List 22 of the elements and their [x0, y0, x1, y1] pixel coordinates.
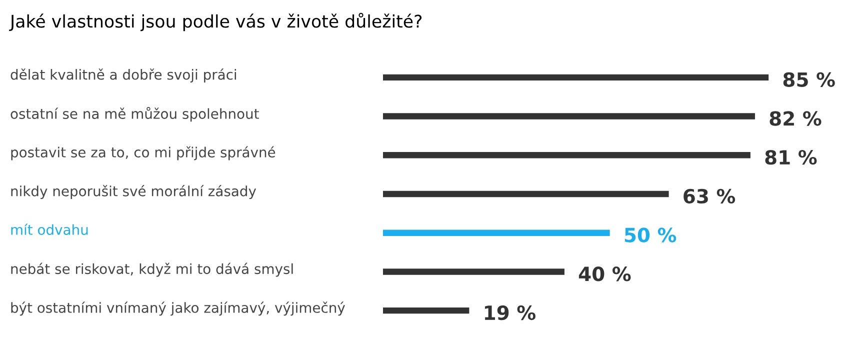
data-label: 81 %: [765, 150, 817, 165]
y-tick-label: nikdy neporušit své morální zásady: [11, 185, 256, 200]
data-label: 50 %: [624, 228, 676, 242]
y-tick-label: mít odvahu: [11, 224, 88, 235]
data-label: 82 %: [770, 111, 822, 126]
data-label: 19 %: [484, 305, 536, 320]
y-tick-label: nebát se riskovat, když mi to dává smysl: [11, 262, 293, 277]
bar: [383, 113, 755, 120]
text: Jaké vlastnosti jsou podle vás v životě důležité?: [9, 12, 422, 32]
data-label: 40 %: [578, 266, 631, 282]
bar: [383, 307, 470, 314]
y-tick-label: dělat kvalitně a dobře svoji práci: [10, 68, 236, 82]
bar: [383, 190, 669, 198]
data-label: 63 %: [684, 188, 736, 204]
y-tick-label: postavit se za to, co mi přijde správné: [11, 146, 276, 160]
bar: [383, 230, 610, 236]
bar: [383, 74, 769, 81]
y-tick-label: ostatní se na mě můžou spolehnout: [10, 107, 259, 122]
y-tick-label: být ostatními vnímaný jako zajímavý, výjimečný: [11, 302, 345, 316]
bar: [383, 268, 564, 275]
data-label: 85 %: [783, 72, 835, 87]
bar: [383, 152, 750, 158]
